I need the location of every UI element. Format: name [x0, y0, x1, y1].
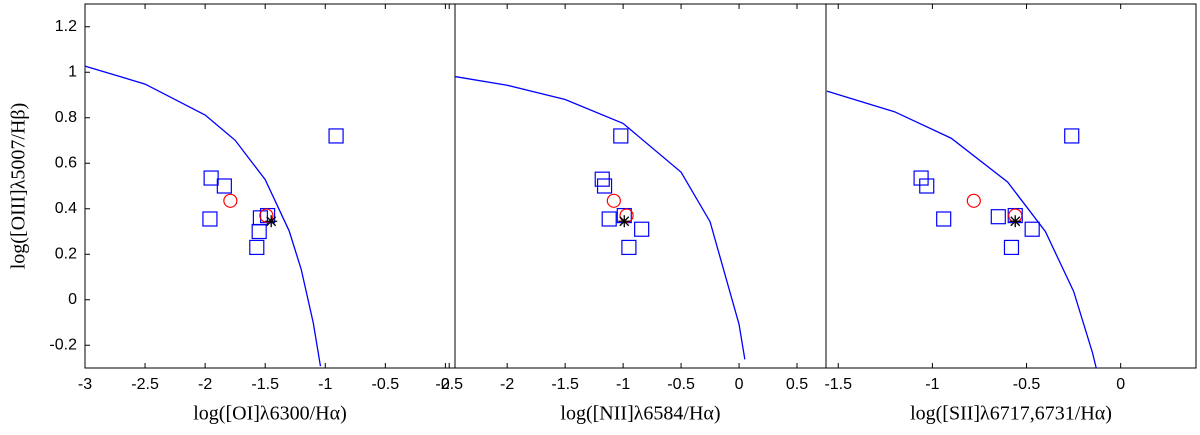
- y-tick-label: 0.2: [55, 245, 77, 262]
- square-point: [1024, 221, 1040, 237]
- x-axis-title: log([OI]λ6300/Hα): [193, 403, 346, 425]
- boundary-curve: [84, 65, 322, 367]
- boundary-curve: [454, 75, 746, 360]
- square-point: [203, 170, 219, 186]
- y-tick-label: -0.2: [49, 336, 77, 353]
- square-point: [249, 239, 265, 256]
- square-point: [990, 209, 1006, 225]
- x-tick-label: -0.5: [372, 376, 400, 393]
- square-point: [596, 178, 613, 194]
- circle-point: [966, 193, 981, 208]
- circle-point: [619, 208, 634, 223]
- y-tick-label: 0: [68, 291, 77, 308]
- x-axis-title: log([SII]λ6717,6731/Hα): [910, 403, 1112, 425]
- square-point: [936, 211, 952, 227]
- square-point: [634, 221, 650, 237]
- x-tick-label: 0: [735, 376, 744, 393]
- star-point: [265, 215, 278, 228]
- y-tick-label: 1: [68, 63, 77, 80]
- square-point: [919, 178, 935, 194]
- boundary-curve: [826, 90, 1097, 369]
- plot-frame: [825, 3, 1197, 369]
- x-tick-label: -1.5: [551, 376, 579, 393]
- x-tick-label: -0.5: [667, 376, 695, 393]
- square-point: [216, 178, 232, 194]
- x-tick-label: -2: [198, 376, 212, 393]
- square-point: [202, 211, 218, 227]
- x-tick-label: 0: [1116, 376, 1125, 393]
- x-tick-label: -2: [500, 376, 514, 393]
- square-point: [621, 239, 637, 256]
- x-tick-label: 0: [441, 376, 450, 393]
- y-axis-title: log([OIII]λ5007/Hβ): [8, 103, 30, 270]
- x-tick-label: -1.5: [251, 376, 279, 393]
- x-axis-title: log([NII]λ6584/Hα): [560, 403, 720, 425]
- star-point: [1009, 215, 1022, 228]
- circle-point: [606, 193, 621, 208]
- square-point: [613, 128, 629, 144]
- x-tick-label: -1: [318, 376, 332, 393]
- y-tick-label: 1.2: [55, 18, 77, 35]
- x-tick-label: 0.5: [786, 376, 808, 393]
- square-point: [1064, 128, 1080, 144]
- y-tick-label: 0.6: [55, 154, 77, 171]
- square-point: [913, 170, 929, 186]
- square-point: [601, 211, 617, 227]
- x-tick-label: -3: [78, 376, 92, 393]
- x-tick-label: -2.5: [131, 376, 159, 393]
- x-tick-label: -2.5: [435, 376, 463, 393]
- y-tick-label: 0.4: [55, 200, 77, 217]
- x-tick-label: -1.5: [824, 376, 852, 393]
- x-tick-label: -0.5: [1013, 376, 1041, 393]
- circle-point: [259, 208, 274, 223]
- square-point: [251, 223, 267, 240]
- x-tick-label: -1: [925, 376, 939, 393]
- plot-frame: [454, 3, 827, 369]
- y-tick-label: 0.8: [55, 109, 77, 126]
- x-tick-label: -1: [616, 376, 630, 393]
- square-point: [1003, 239, 1020, 256]
- plot-frame: [84, 3, 456, 369]
- square-point: [328, 128, 344, 144]
- star-point: [618, 215, 631, 228]
- circle-point: [223, 193, 238, 208]
- square-point: [259, 207, 276, 224]
